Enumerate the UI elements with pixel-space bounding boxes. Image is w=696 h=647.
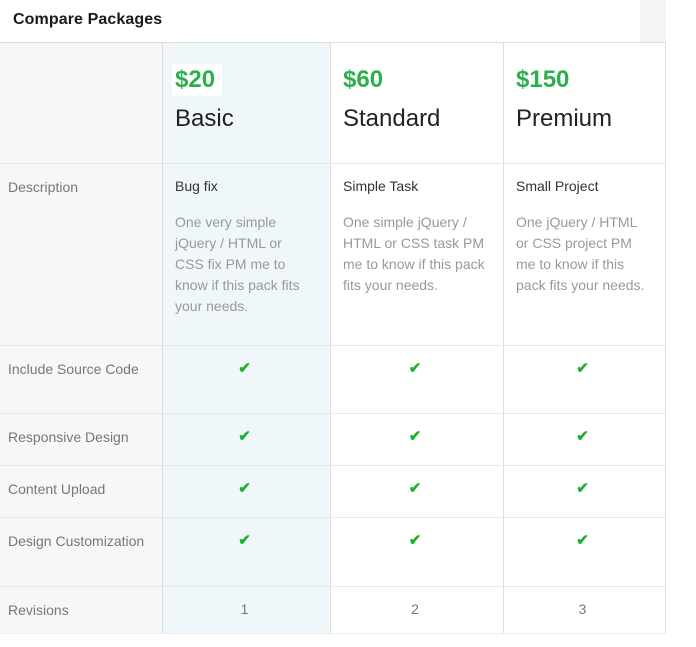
description-body-basic: One very simple jQuery / HTML or CSS fix… — [175, 214, 300, 314]
check-icon: ✔ — [408, 532, 422, 549]
content-upload-basic: ✔ — [162, 466, 330, 517]
include-source-code-basic: ✔ — [162, 346, 330, 413]
design-customization-premium: ✔ — [503, 518, 666, 586]
package-name-basic: Basic — [175, 105, 234, 132]
row-label-responsive-design: Responsive Design — [0, 414, 162, 465]
responsive-design-basic: ✔ — [162, 414, 330, 465]
responsive-design-row: Responsive Design ✔ ✔ ✔ — [0, 413, 666, 465]
description-title-premium: Small Project — [516, 178, 599, 194]
revisions-basic: 1 — [162, 587, 330, 633]
check-icon: ✔ — [576, 428, 589, 445]
price-standard: $60 — [340, 64, 391, 96]
check-icon: ✔ — [576, 532, 589, 549]
design-customization-row: Design Customization ✔ ✔ ✔ — [0, 517, 666, 586]
revisions-standard: 2 — [330, 587, 503, 633]
content-upload-standard: ✔ — [330, 466, 503, 517]
description-cell-premium: Small Project One jQuery / HTML or CSS p… — [503, 164, 666, 345]
package-header-row: $20 Basic $60 Standard $150 Premium — [0, 43, 666, 163]
description-row: Description Bug fix One very simple jQue… — [0, 163, 666, 345]
row-label-content-upload: Content Upload — [0, 466, 162, 517]
package-header-standard: $60 Standard — [330, 43, 503, 163]
revisions-row: Revisions 1 2 3 — [0, 586, 666, 633]
design-customization-basic: ✔ — [162, 518, 330, 586]
page-title: Compare Packages — [13, 11, 163, 28]
content-upload-premium: ✔ — [503, 466, 666, 517]
include-source-code-standard: ✔ — [330, 346, 503, 413]
check-icon: ✔ — [238, 532, 251, 549]
description-body-standard: One simple jQuery / HTML or CSS task PM … — [343, 214, 485, 293]
responsive-design-premium: ✔ — [503, 414, 666, 465]
description-cell-basic: Bug fix One very simple jQuery / HTML or… — [162, 164, 330, 345]
package-name-standard: Standard — [343, 105, 441, 132]
panel-header: Compare Packages — [0, 0, 666, 43]
responsive-design-standard: ✔ — [330, 414, 503, 465]
row-label-include-source-code: Include Source Code — [0, 346, 162, 413]
check-icon: ✔ — [408, 428, 422, 445]
check-icon: ✔ — [576, 360, 589, 377]
package-name-premium: Premium — [516, 105, 613, 132]
revisions-premium: 3 — [503, 587, 666, 633]
include-source-code-premium: ✔ — [503, 346, 666, 413]
compare-packages-panel: Compare Packages $20 Basic $60 Standard … — [0, 0, 666, 634]
check-icon: ✔ — [576, 480, 589, 497]
compare-packages-table: $20 Basic $60 Standard $150 Premium Desc… — [0, 43, 666, 634]
description-cell-standard: Simple Task One simple jQuery / HTML or … — [330, 164, 503, 345]
description-title-standard: Simple Task — [343, 178, 419, 194]
description-title-basic: Bug fix — [175, 178, 218, 194]
content-upload-row: Content Upload ✔ ✔ ✔ — [0, 465, 666, 517]
package-header-premium: $150 Premium — [503, 43, 666, 163]
row-label-revisions: Revisions — [0, 587, 162, 633]
price-basic: $20 — [172, 64, 223, 96]
price-premium: $150 — [513, 64, 577, 96]
check-icon: ✔ — [238, 428, 251, 445]
package-header-basic: $20 Basic — [162, 43, 330, 163]
description-body-premium: One jQuery / HTML or CSS project PM me t… — [516, 214, 645, 293]
check-icon: ✔ — [408, 360, 422, 377]
header-corner-shade — [640, 0, 666, 42]
row-label-description: Description — [0, 164, 162, 345]
check-icon: ✔ — [238, 480, 251, 497]
include-source-code-row: Include Source Code ✔ ✔ ✔ — [0, 345, 666, 413]
design-customization-standard: ✔ — [330, 518, 503, 586]
check-icon: ✔ — [238, 360, 251, 377]
row-label-design-customization: Design Customization — [0, 518, 162, 586]
check-icon: ✔ — [408, 480, 422, 497]
empty-corner-cell — [0, 43, 162, 163]
